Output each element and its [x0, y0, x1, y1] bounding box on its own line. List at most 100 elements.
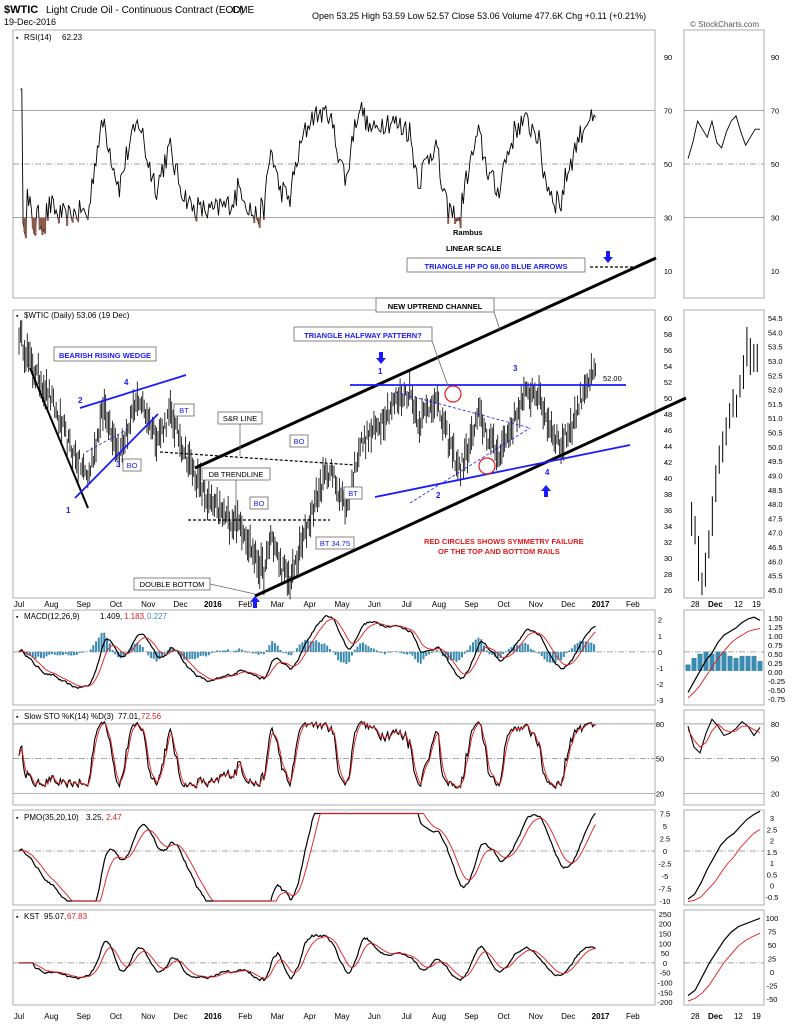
kst-tick-4: 0	[663, 959, 667, 968]
macd-hist-bar	[197, 652, 199, 658]
macd-hist-bar	[436, 650, 438, 652]
macd-hist-bar	[530, 649, 532, 652]
macd-hist-bar	[120, 652, 122, 658]
macd-hist-bar	[263, 652, 265, 654]
arrow-down-po	[603, 251, 613, 263]
bottom-axis-month-7: Feb	[238, 1012, 252, 1021]
pmo-signal-line-right	[688, 830, 760, 902]
kst-line	[19, 935, 596, 981]
macd-hist-bar	[189, 652, 191, 659]
price-right-tick-3: 46.5	[768, 543, 783, 552]
price-right-tick-6: 48.0	[768, 500, 783, 509]
price-axis-month-1: Aug	[44, 600, 58, 609]
macd-hist-bar	[68, 652, 70, 655]
rsi-oversold-fill	[23, 218, 460, 238]
price-axis-month-16: Nov	[529, 600, 543, 609]
macd-hist-bar	[153, 652, 155, 659]
bottom-axis-month-15: Oct	[497, 1012, 510, 1021]
price-tick-9: 44	[664, 442, 672, 451]
price-axis-month-0: Jul	[14, 600, 24, 609]
macd-hist-bar	[323, 643, 325, 651]
macd-hist-bar	[98, 638, 100, 652]
macd-hist-bar-right	[758, 661, 763, 671]
macd-hist-bar	[95, 641, 97, 652]
macd-hist-bar	[538, 652, 540, 654]
macd-tick-1: -2	[657, 680, 664, 689]
price-tick-4: 34	[664, 522, 672, 531]
bt-label-1: BT	[179, 406, 189, 415]
price-axis-month-9: Apr	[304, 600, 317, 609]
pmo-tick-3: -2.5	[659, 860, 672, 869]
price-right-tick-8: 49.0	[768, 471, 783, 480]
macd-hist-bar-right	[752, 656, 757, 671]
price-right-tick-11: 50.5	[768, 429, 783, 438]
rsi-value: 62.23	[62, 33, 83, 42]
macd-hist-bar	[571, 648, 573, 652]
macd-hist-bar	[62, 652, 64, 655]
macd-hist-bar	[546, 652, 548, 662]
sr-line-label: S&R LINE	[223, 414, 257, 423]
kst-line-right	[688, 918, 760, 995]
macd-hist-bar	[255, 652, 257, 654]
macd-hist-bar	[588, 642, 590, 651]
triangle-point-1: 1	[378, 367, 383, 376]
macd-v2: 1.183,	[124, 612, 146, 621]
rsi-tick-1: 30	[664, 214, 672, 223]
macd-hist-bar	[420, 652, 422, 664]
price-tick-13: 52	[664, 378, 672, 387]
arrow-down-1	[376, 352, 386, 364]
macd-hist-bar	[271, 641, 273, 652]
bottom-axis-month-0: Jul	[14, 1012, 24, 1021]
sto-right-tick-2: 80	[771, 720, 779, 729]
macd-v3: 0.227	[147, 612, 168, 621]
macd-right-tick-4: 0.25	[768, 659, 783, 668]
macd-tick-2: -1	[657, 664, 664, 673]
macd-hist-bar	[230, 651, 232, 652]
pmo-right-tick-5: 2	[770, 837, 774, 846]
pmo-tick-6: 5	[663, 822, 667, 831]
label-bullet-macd: ▪	[16, 614, 19, 621]
macd-hist-bar-right	[710, 654, 715, 671]
macd-hist-bar	[288, 652, 290, 655]
macd-hist-bar-right	[746, 656, 751, 671]
macd-hist-bar	[332, 651, 334, 652]
uptrend-channel-top	[195, 258, 656, 468]
macd-hist-bar-right	[734, 658, 739, 671]
macd-hist-bar	[464, 652, 466, 654]
macd-hist-bar	[274, 643, 276, 652]
triangle-po-label: TRIANGLE HP PO 68.00 BLUE ARROWS	[425, 262, 568, 271]
macd-hist-bar	[458, 652, 460, 660]
macd-hist-bar	[422, 652, 424, 659]
macd-hist-bar	[200, 652, 202, 656]
macd-hist-bar	[65, 652, 67, 654]
macd-hist-bar	[233, 651, 235, 652]
macd-hist-bar	[92, 645, 94, 652]
plot-layer: 1030507090103050709026283032343638404244…	[13, 30, 785, 1021]
macd-hist-bar	[139, 645, 141, 652]
price-tick-17: 60	[664, 314, 672, 323]
sto-k-line-right	[688, 719, 760, 753]
bottom-axis-month-6: 2016	[204, 1012, 222, 1021]
price-axis-month-8: Mar	[271, 600, 285, 609]
panel-frame-right-kst	[684, 910, 764, 1005]
price-axis-month-19: Feb	[626, 600, 640, 609]
macd-right-tick-8: 1.25	[768, 623, 783, 632]
pmo-right-tick-1: 0	[770, 882, 774, 891]
halfway-label: TRIANGLE HALFWAY PATTERN?	[304, 331, 422, 340]
downtrend-line	[30, 368, 88, 508]
sto-k-line	[19, 721, 596, 788]
price-right-tick-4: 47.0	[768, 529, 783, 538]
macd-hist-bar	[370, 648, 372, 652]
macd-hist-bar	[345, 652, 347, 664]
macd-right-tick-1: -0.50	[768, 686, 785, 695]
macd-right-tick-5: 0.50	[768, 650, 783, 659]
red-circles-note-1: RED CIRCLES SHOWS SYMMETRY FAILURE	[424, 537, 584, 546]
macd-hist-bar	[502, 652, 504, 654]
price-axis-month-14: Sep	[464, 600, 479, 609]
header-date: 19-Dec-2016	[4, 17, 56, 27]
pmo-right-tick-0: -0.5	[766, 893, 779, 902]
kst-tick-9: 250	[659, 910, 672, 919]
bt-label-2: BT	[348, 489, 358, 498]
kst-v1: 95.07,	[44, 912, 66, 921]
bottom-axis-month-16: Nov	[529, 1012, 543, 1021]
